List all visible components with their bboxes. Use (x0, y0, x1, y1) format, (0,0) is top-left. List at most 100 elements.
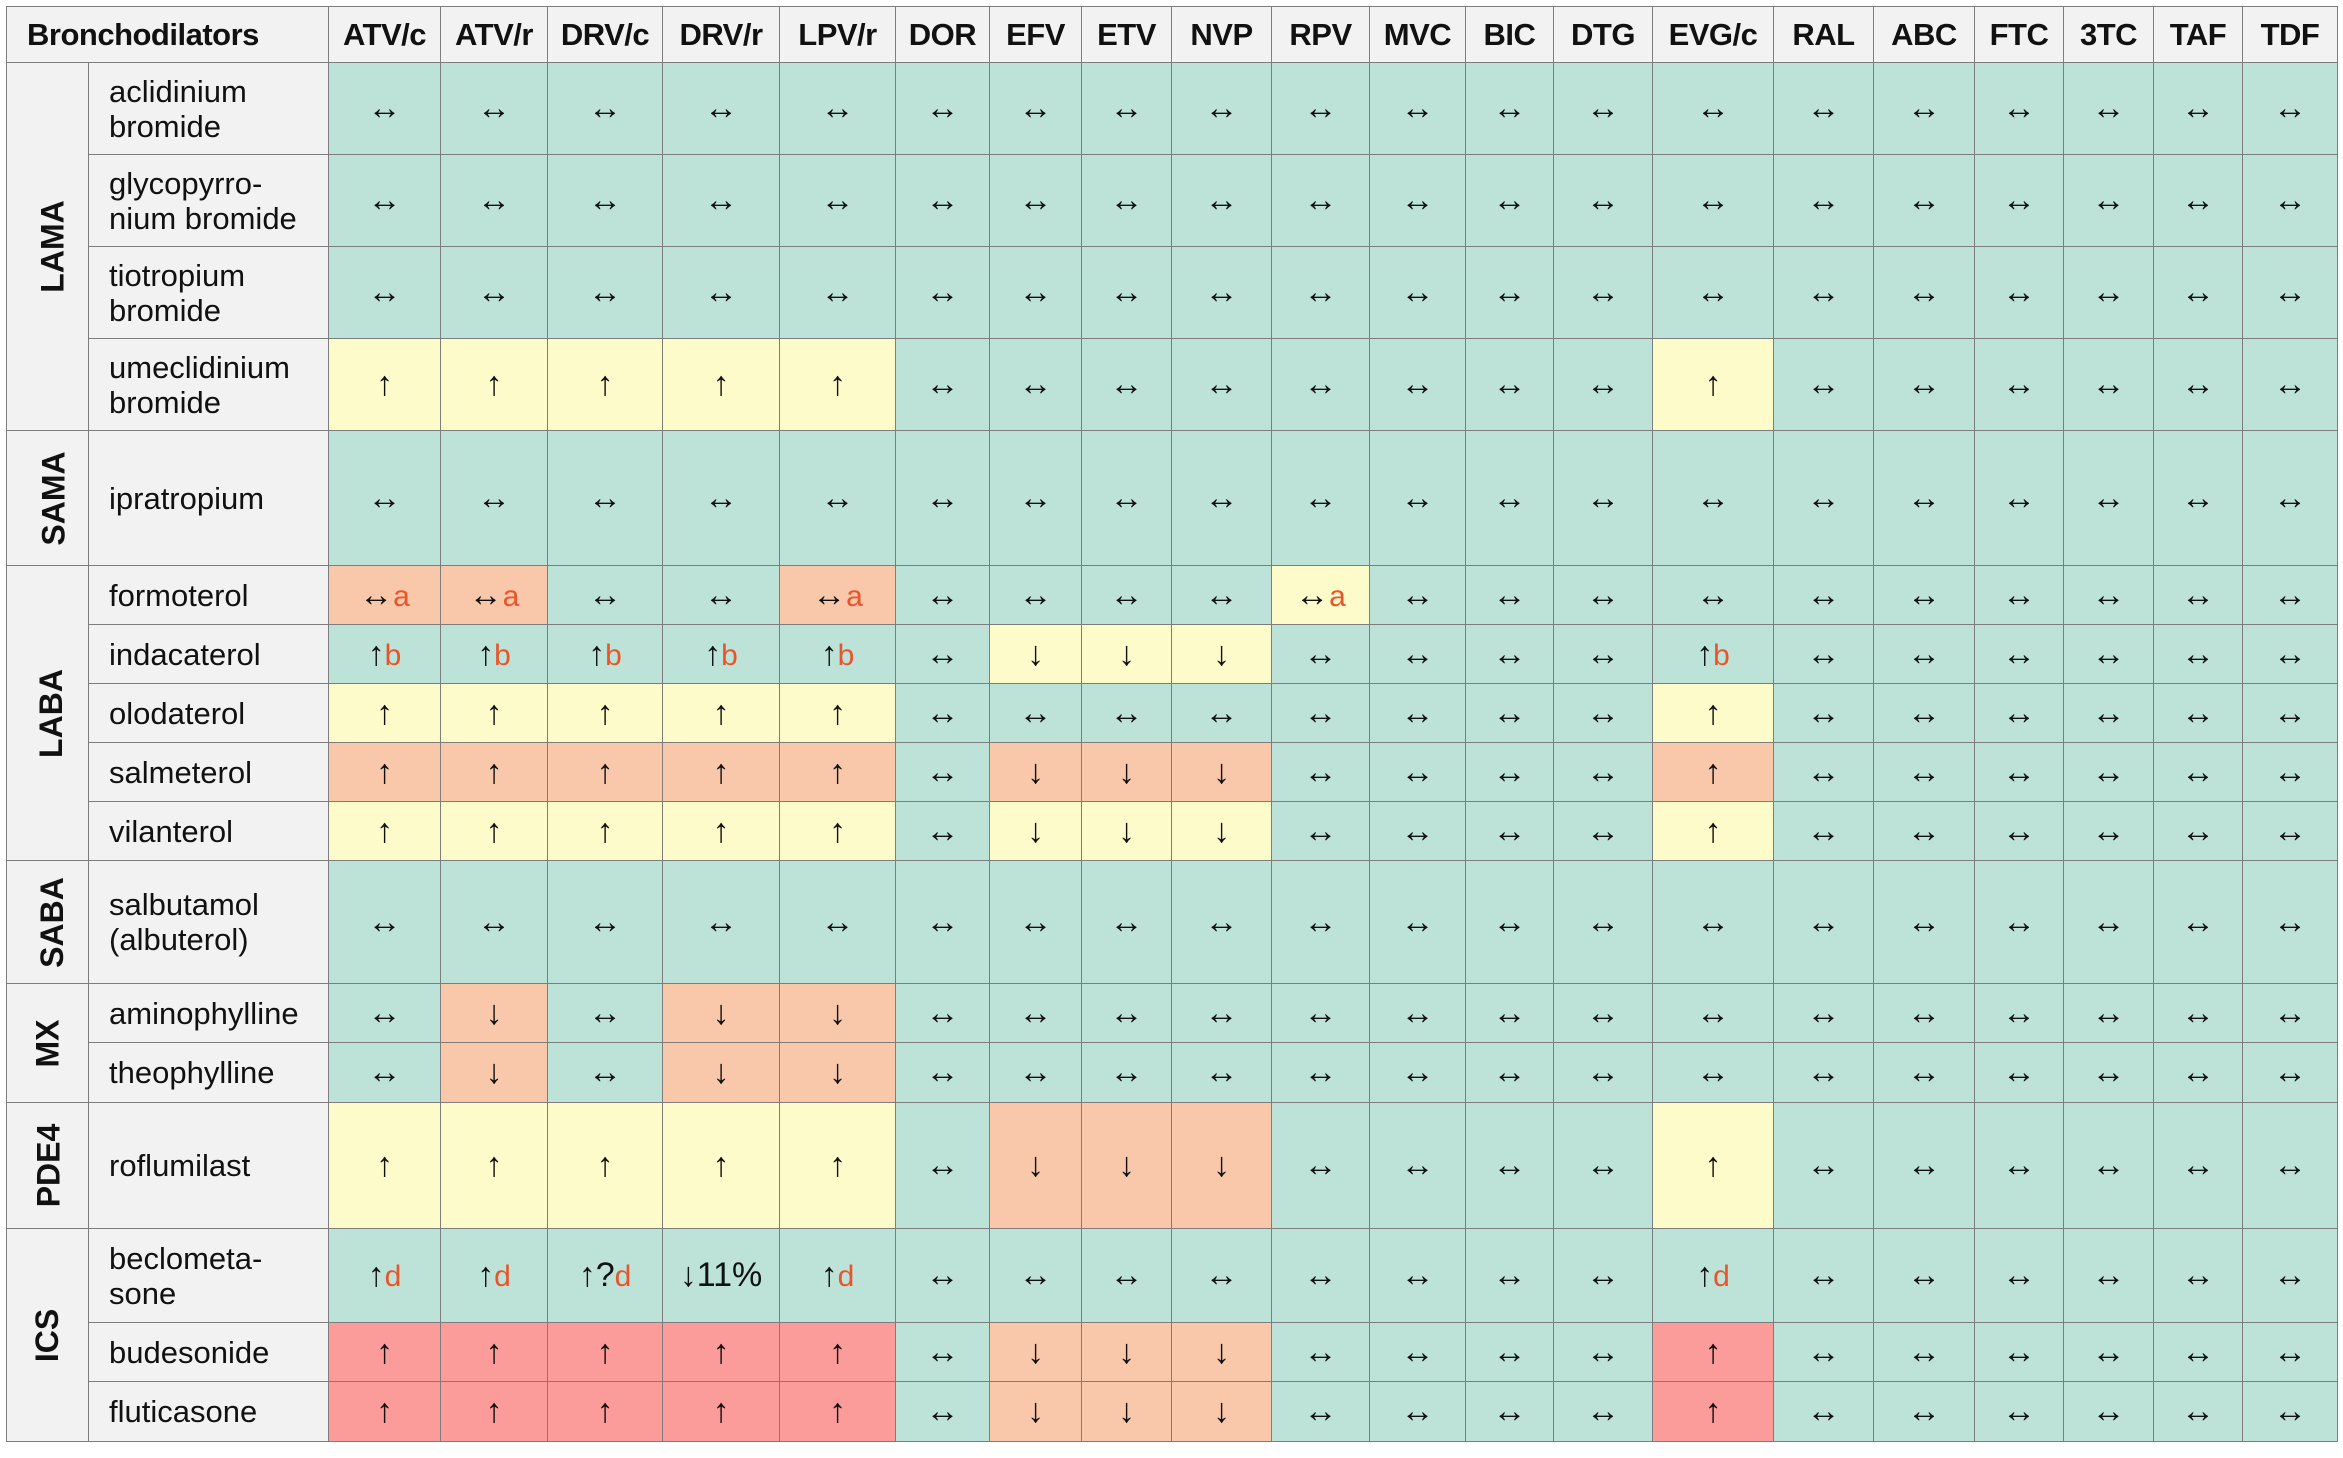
interaction-symbol: ↔ (1400, 634, 1435, 673)
interaction-symbol: ↔ (1018, 365, 1053, 403)
interaction-cell: ↔ (2063, 1381, 2154, 1442)
interaction-cell: ↔ (1873, 983, 1975, 1043)
interaction-symbol: ↑ (820, 1256, 838, 1294)
interaction-symbol: ↔ (367, 1053, 402, 1091)
interaction-cell: ↑ (662, 683, 780, 743)
interaction-symbol: ↔ (1806, 89, 1841, 127)
interaction-cell: ↑ (440, 1102, 548, 1229)
interaction-cell: ↔ (1773, 62, 1874, 155)
interaction-cell: ↔ (440, 430, 548, 566)
interaction-symbol: ↔ (1018, 1256, 1053, 1294)
interaction-symbol: ↔ (2091, 693, 2126, 732)
interaction-symbol: ↔ (477, 902, 511, 941)
interaction-symbol: ↔ (1806, 181, 1841, 219)
interaction-symbol: ↔ (820, 902, 855, 941)
interaction-symbol: ↔ (1586, 1146, 1620, 1184)
drug-class-label: ICS (29, 1308, 65, 1362)
interaction-cell: ↔ (1081, 246, 1172, 339)
interaction-symbol: ↔ (812, 575, 847, 614)
interaction-symbol: ↔ (2181, 634, 2215, 673)
interaction-symbol: ↔ (2181, 273, 2215, 311)
interaction-cell: ↔ (547, 154, 663, 247)
interaction-cell: ↔ (1271, 624, 1370, 684)
drug-name-line: indacaterol (109, 636, 261, 672)
interaction-cell: ↔ (1553, 742, 1653, 802)
interaction-symbol: ↑ (485, 1332, 503, 1371)
interaction-cell: ↔ (895, 62, 990, 155)
interaction-symbol: ↔ (1400, 575, 1435, 614)
interaction-cell: ↑ (547, 338, 663, 431)
interaction-cell: ↔ (1465, 624, 1554, 684)
table-row: glycopyrro-nium bromide ↔ ↔ ↔ ↔ ↔ ↔ ↔ ↔ ↔ ↔ ↔ ↔ ↔ ↔ ↔ ↔ ↔… (7, 154, 2338, 247)
interaction-cell: ↔ (1271, 1381, 1370, 1442)
footnote-marker: b (837, 638, 855, 672)
interaction-symbol: ↑ (1704, 811, 1722, 850)
interaction-cell: ↔ (1271, 742, 1370, 802)
interaction-symbol: ↑ (376, 365, 393, 403)
interaction-cell: ↓ (1081, 801, 1172, 861)
interaction-symbol: ↔ (2273, 1392, 2307, 1430)
interaction-symbol: ↓ (1118, 1146, 1135, 1184)
interaction-symbol: ↑ (1696, 1256, 1714, 1294)
interaction-symbol: ↔ (2273, 752, 2307, 791)
interaction-cell: ↔ (2153, 154, 2243, 247)
interaction-cell: ↔ (1873, 338, 1975, 431)
interaction-cell: ↔ (1271, 154, 1370, 247)
interaction-symbol: ↓ (1027, 634, 1044, 673)
interaction-cell: ↔ (1271, 683, 1370, 743)
interaction-cell: ↔ (1873, 154, 1975, 247)
interaction-cell: ↓ (662, 1042, 780, 1103)
interaction-symbol: ↔ (1907, 752, 1941, 791)
interaction-cell: ↔ (1171, 338, 1272, 431)
interaction-cell: ↑ (779, 801, 896, 861)
drug-class-cell: SAMA (6, 430, 89, 566)
interaction-cell: ↑ (547, 1381, 663, 1442)
interaction-cell: ↔ (1553, 565, 1653, 625)
interaction-symbol: ↔ (1400, 693, 1435, 732)
interaction-symbol: ↔ (925, 1053, 960, 1091)
interaction-symbol: ↓ (829, 1053, 846, 1091)
interaction-cell: ↔ (895, 1042, 990, 1103)
interaction-cell: ↔ (779, 860, 896, 984)
interaction-symbol: ↔ (1303, 1146, 1338, 1184)
interaction-symbol: ↔ (1303, 89, 1338, 127)
interaction-cell: ↔ (1553, 1042, 1653, 1103)
interaction-symbol: ↔ (1018, 693, 1053, 732)
drug-name-cell: formoterol (88, 565, 329, 625)
interaction-cell: ↔ (895, 430, 990, 566)
interaction-symbol: ↔ (1109, 575, 1144, 614)
drug-name-cell: aclidinium bromide (88, 62, 329, 155)
interaction-symbol: ↔ (1303, 1392, 1338, 1430)
interaction-cell: ↔ (1553, 1322, 1653, 1382)
interaction-cell: ↔ (989, 1228, 1082, 1323)
interaction-symbol: ↑ (1704, 1146, 1722, 1184)
drug-class-label: SAMA (35, 450, 72, 546)
interaction-cell: ↔ (1652, 62, 1774, 155)
interaction-cell: ↔ (2153, 565, 2243, 625)
interaction-cell: ↔ (328, 154, 441, 247)
interaction-cell: ↔ (1773, 1381, 1874, 1442)
interaction-symbol: ↔ (1907, 1332, 1941, 1371)
interaction-cell: ↔ (1873, 683, 1975, 743)
table-row: tiotropium bromide ↔ ↔ ↔ ↔ ↔ ↔ ↔ ↔ ↔ ↔ ↔ ↔ ↔ ↔ ↔ ↔ ↔ ↔ ↔ ↔ (7, 246, 2338, 339)
column-header: ATV/c (328, 6, 441, 63)
interaction-cell: ↔ (895, 624, 990, 684)
interaction-symbol: ↓ (1118, 634, 1135, 673)
interaction-symbol: ↔ (1018, 273, 1053, 311)
interaction-cell: ↓ (662, 983, 780, 1043)
interaction-cell: ↔ (2153, 683, 2243, 743)
interaction-cell: ↔ (1271, 338, 1370, 431)
interaction-cell: ↔ (1465, 1102, 1554, 1229)
interaction-cell: ↔ (440, 62, 548, 155)
interaction-symbol: ↔ (1492, 752, 1527, 791)
interaction-cell: ↔ (1974, 1042, 2064, 1103)
interaction-cell: ↔ (2242, 1322, 2338, 1382)
interaction-symbol: ↔ (1586, 634, 1620, 673)
interaction-symbol: ↔ (2273, 811, 2307, 850)
interaction-cell: ↑ (328, 338, 441, 431)
interaction-symbol: ↔ (925, 634, 960, 673)
interaction-cell: ↓ (1171, 1381, 1272, 1442)
interaction-cell: ↔ (1873, 1102, 1975, 1229)
interaction-cell: ↔ (440, 246, 548, 339)
interaction-symbol: ↔ (1907, 1256, 1941, 1294)
